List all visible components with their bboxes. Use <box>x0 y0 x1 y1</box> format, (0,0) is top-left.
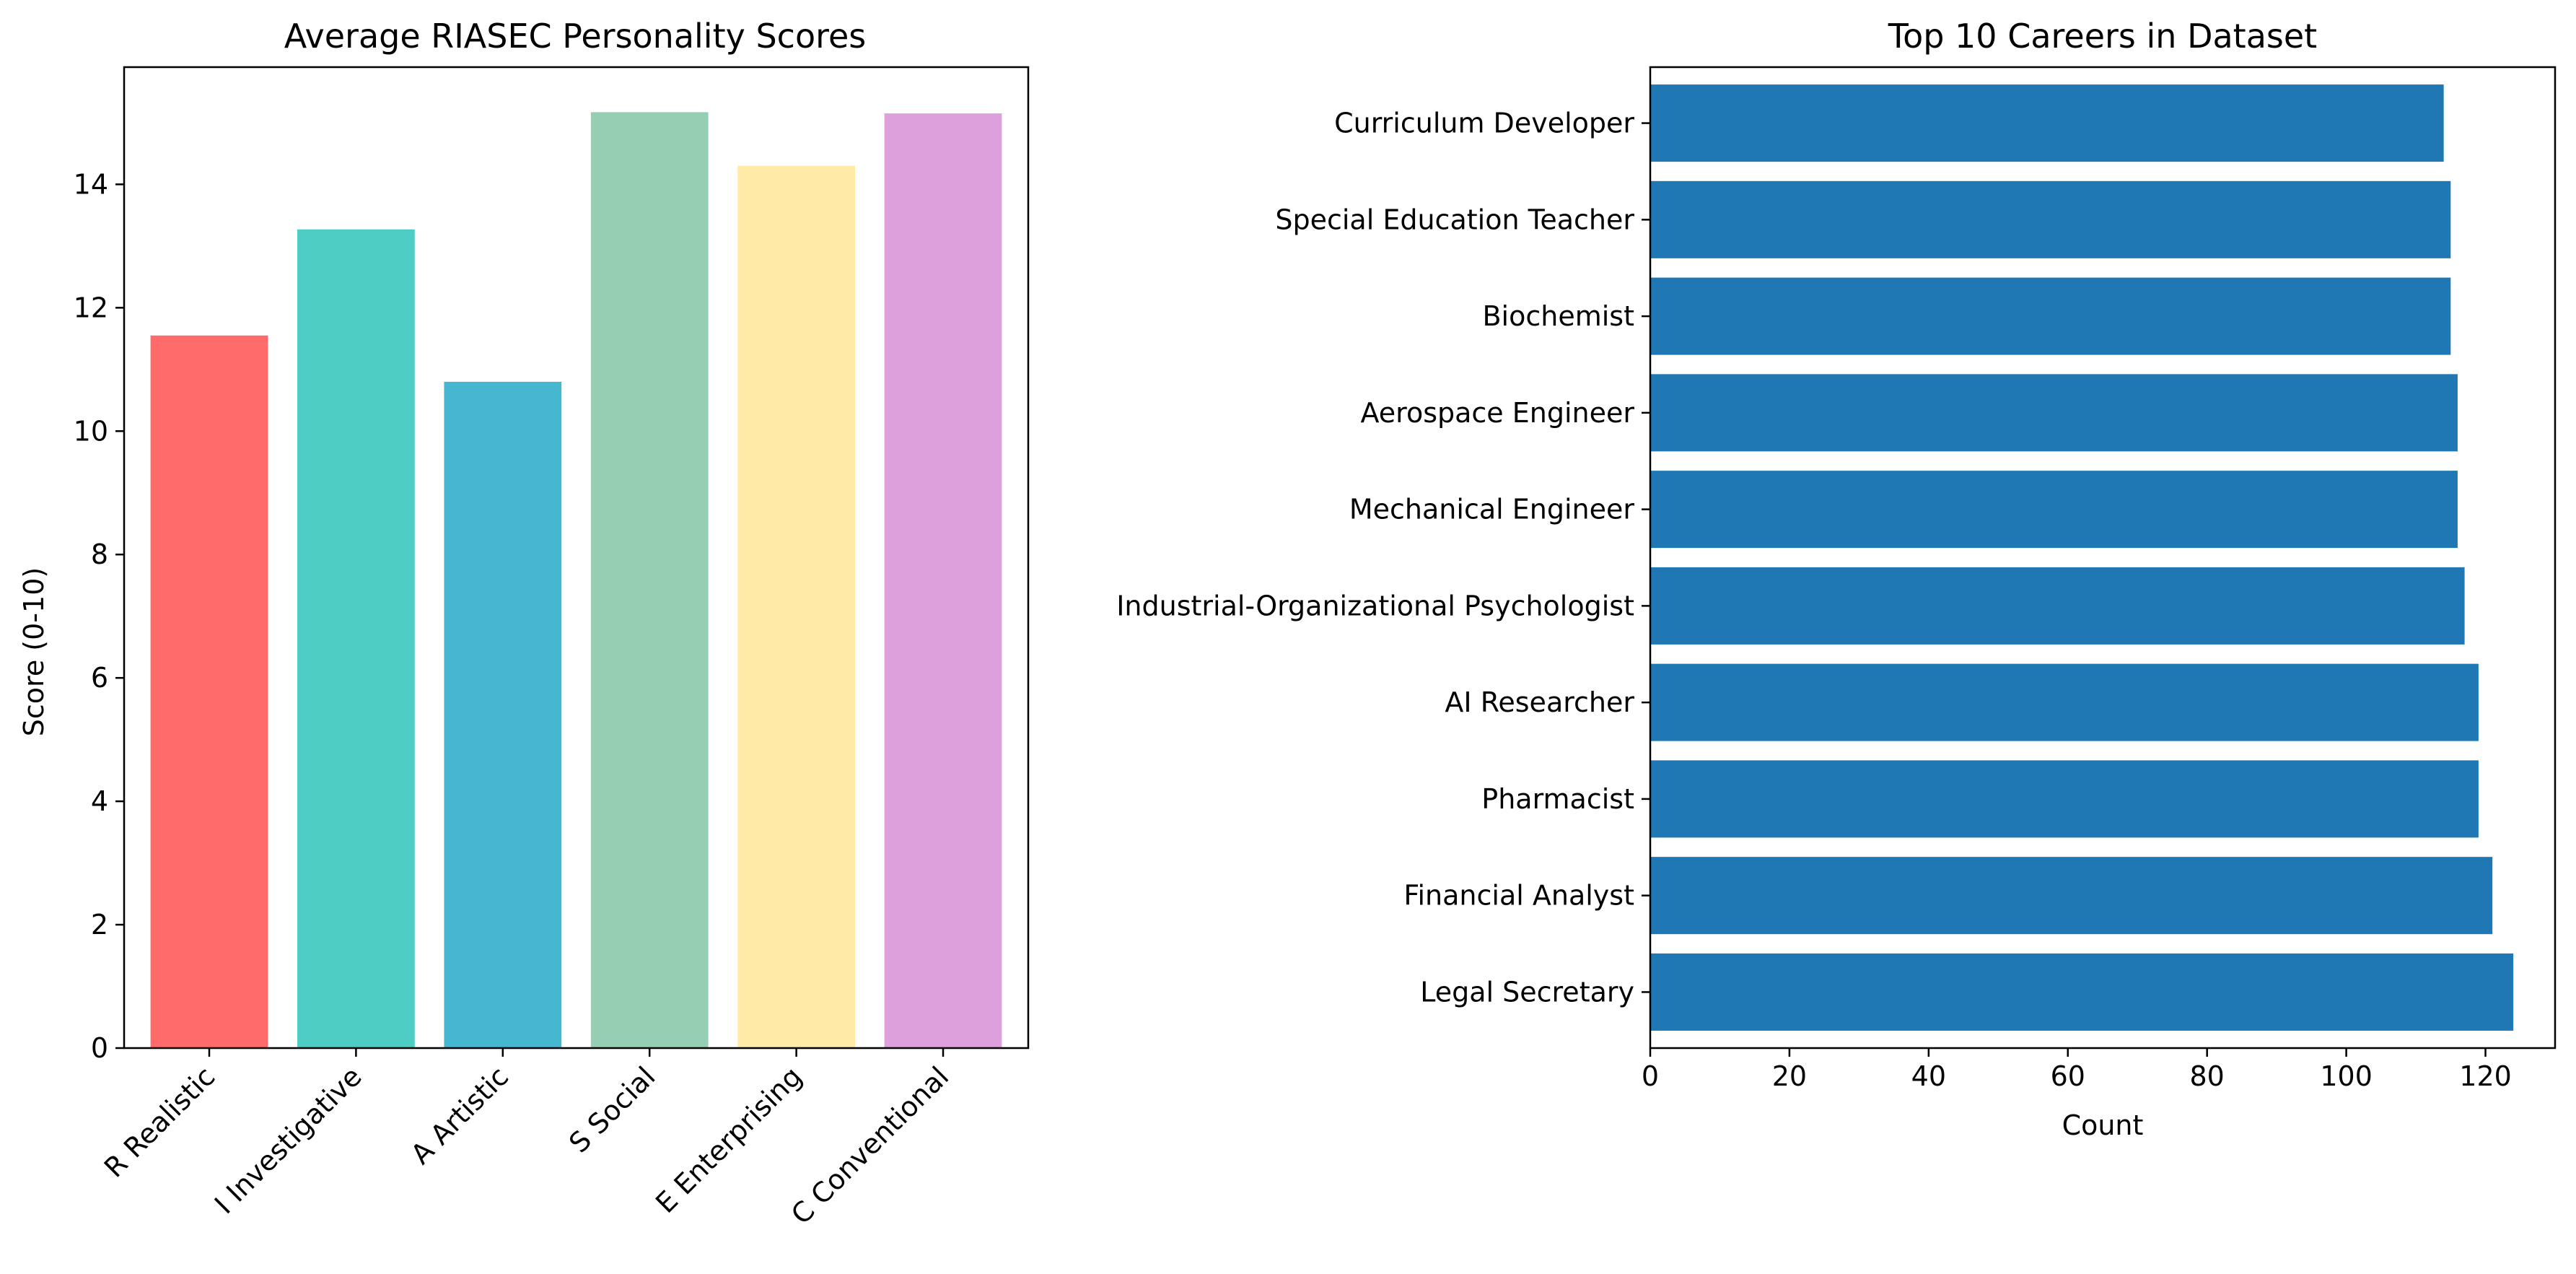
x-tick-label-i-investigative: I Investigative <box>209 1060 368 1220</box>
bar-aerospace-engineer <box>1650 374 2458 452</box>
y-tick-label-curriculum-developer: Curriculum Developer <box>1334 108 1634 139</box>
bar-r-realistic <box>150 335 268 1048</box>
careers-chart: Top 10 Careers in Dataset Count Legal Se… <box>1116 17 2557 1141</box>
bar-curriculum-developer <box>1650 84 2444 162</box>
careers-bars <box>1650 84 2514 1031</box>
x-tick-label: 20 <box>1772 1060 1807 1092</box>
bar-c-conventional <box>884 113 1002 1049</box>
bar-biochemist <box>1650 277 2451 355</box>
y-tick-label-legal-secretary: Legal Secretary <box>1420 976 1634 1008</box>
bar-a-artistic <box>444 381 562 1048</box>
riasec-y-ticks: 0 2 4 6 8 10 12 14 <box>74 168 124 1064</box>
x-tick-label: 60 <box>2051 1060 2085 1092</box>
careers-x-axis-label: Count <box>2062 1109 2144 1141</box>
y-tick-label-mechanical-engineer: Mechanical Engineer <box>1349 494 1634 525</box>
careers-y-ticks: Legal Secretary Financial Analyst Pharmaci… <box>1116 108 1650 1008</box>
bar-financial-analyst <box>1650 857 2493 935</box>
y-tick-label-biochemist: Biochemist <box>1482 300 1634 332</box>
y-tick-label: 2 <box>91 909 108 941</box>
x-tick-label: 80 <box>2190 1060 2225 1092</box>
bar-pharmacist <box>1650 760 2479 838</box>
x-tick-label-e-enterprising: E Enterprising <box>649 1060 808 1219</box>
y-tick-label: 10 <box>74 415 108 447</box>
careers-x-ticks: 0 20 40 60 80 100 120 <box>1642 1048 2512 1092</box>
x-tick-label: 0 <box>1642 1060 1659 1092</box>
y-tick-label: 4 <box>91 785 108 817</box>
x-tick-label: 40 <box>1911 1060 1946 1092</box>
riasec-y-axis-label: Score (0-10) <box>18 567 50 736</box>
x-tick-label-s-social: S Social <box>563 1060 661 1159</box>
riasec-chart-title: Average RIASEC Personality Scores <box>284 17 867 56</box>
bar-e-enterprising <box>737 165 855 1048</box>
x-tick-label-r-realistic: R Realistic <box>98 1060 221 1183</box>
careers-chart-title: Top 10 Careers in Dataset <box>1888 17 2317 56</box>
riasec-bars <box>150 112 1002 1049</box>
bar-special-education-teacher <box>1650 180 2451 258</box>
bar-s-social <box>590 112 709 1049</box>
y-tick-label: 0 <box>91 1032 108 1064</box>
y-tick-label: 6 <box>91 662 108 694</box>
bar-industrial-organizational-psychologist <box>1650 567 2465 645</box>
x-tick-label: 120 <box>2459 1060 2512 1092</box>
x-tick-label: 100 <box>2320 1060 2373 1092</box>
careers-plot-frame <box>1649 66 2557 1050</box>
bar-i-investigative <box>297 229 415 1049</box>
y-tick-label-special-education-teacher: Special Education Teacher <box>1275 204 1634 235</box>
y-tick-label-aerospace-engineer: Aerospace Engineer <box>1360 397 1634 429</box>
bar-ai-researcher <box>1650 663 2479 741</box>
y-tick-label: 12 <box>74 292 108 323</box>
x-tick-label-a-artistic: A Artistic <box>405 1060 514 1170</box>
bar-mechanical-engineer <box>1650 471 2458 549</box>
y-tick-label-ai-researcher: AI Researcher <box>1445 686 1634 718</box>
y-tick-label: 8 <box>91 538 108 570</box>
y-tick-label: 14 <box>74 168 108 200</box>
y-tick-label-financial-analyst: Financial Analyst <box>1403 880 1634 912</box>
riasec-chart: Average RIASEC Personality Scores Score … <box>18 17 1030 1231</box>
y-tick-label-industrial-organizational-psychologist: Industrial-Organizational Psychologist <box>1116 590 1634 621</box>
x-tick-label-c-conventional: C Conventional <box>785 1060 955 1231</box>
y-tick-label-pharmacist: Pharmacist <box>1481 783 1634 815</box>
riasec-plot-frame <box>123 66 1030 1050</box>
bar-legal-secretary <box>1650 953 2514 1031</box>
